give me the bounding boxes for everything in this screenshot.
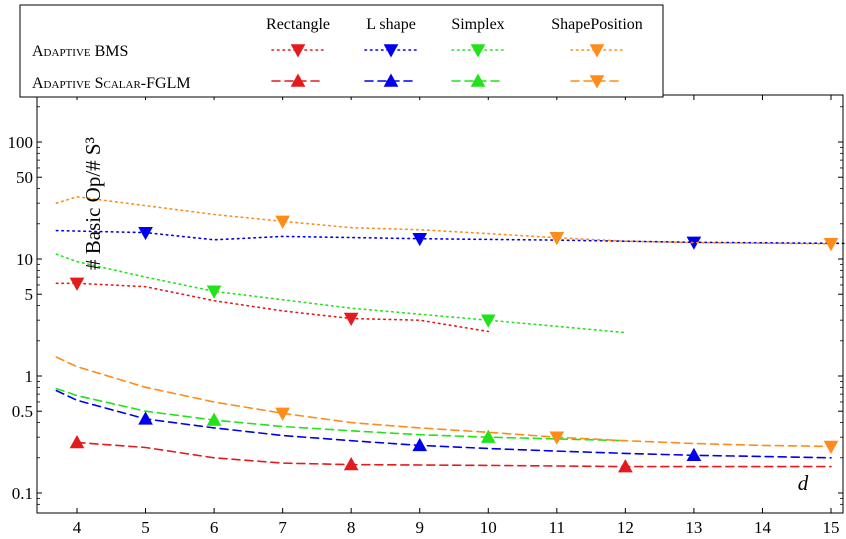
legend-sample: [364, 44, 418, 58]
legend: Rectangle L shape Simplex ShapePosition …: [19, 4, 664, 98]
series-line: [55, 356, 832, 448]
x-tick-label: 10: [480, 518, 497, 537]
data-point-marker: [69, 277, 85, 291]
legend-sample: [271, 44, 325, 58]
x-tick-label: 6: [210, 518, 219, 537]
x-tick-label: 13: [685, 518, 702, 537]
legend-samples: [271, 44, 624, 89]
series-adaptive-bms-rectangle: [55, 277, 490, 333]
x-axis: 4 5 6 7 8 9 10 11 12 13 14 15: [73, 95, 840, 537]
series-adaptive-scalar-fglm-l-shape: [55, 389, 832, 462]
data-point-marker: [412, 233, 428, 247]
legend-marker: [589, 75, 605, 89]
legend-marker: [589, 44, 605, 58]
series-adaptive-bms-shapeposition: [55, 195, 839, 252]
data-point-marker: [480, 314, 496, 328]
legend-sample: [271, 73, 325, 87]
plot-series-layer: [55, 195, 846, 473]
series-adaptive-bms-l-shape: [55, 226, 846, 250]
legend-row-adaptive-bms: Adaptive BMS: [32, 43, 128, 60]
y-tick-label: 0.1: [12, 484, 33, 503]
series-adaptive-scalar-fglm-shapeposition: [55, 356, 839, 454]
plot-area-frame: [36, 94, 844, 514]
y-tick-label: 50: [16, 168, 33, 187]
x-tick-label: 8: [347, 518, 356, 537]
data-point-marker: [69, 435, 85, 449]
legend-column-simplex: Simplex: [451, 16, 504, 33]
data-point-marker: [480, 429, 496, 443]
data-point-marker: [549, 232, 565, 246]
series-line: [55, 253, 627, 334]
series-adaptive-bms-simplex: [55, 253, 627, 334]
legend-marker: [470, 44, 486, 58]
legend-sample: [570, 44, 624, 58]
data-point-marker: [549, 431, 565, 445]
x-tick-label: 9: [415, 518, 424, 537]
y-tick-label: 10: [16, 250, 33, 269]
data-point-marker: [275, 407, 290, 421]
legend-marker: [290, 73, 306, 87]
data-point-marker: [138, 411, 153, 425]
legend-sample: [451, 73, 505, 87]
y-axis-label: # Basic Op/# S³: [81, 137, 105, 270]
series-adaptive-scalar-fglm-rectangle: [69, 435, 832, 473]
y-tick-label: 100: [8, 133, 34, 152]
y-axis: 0.1 0.5 1 5 10 50 100: [8, 106, 843, 505]
x-tick-label: 4: [73, 518, 82, 537]
x-tick-label: 14: [754, 518, 772, 537]
data-point-marker: [823, 238, 839, 252]
data-point-marker: [343, 457, 359, 471]
data-point-marker: [823, 440, 839, 454]
y-tick-label: 1: [25, 367, 34, 386]
legend-marker: [290, 44, 306, 58]
series-line: [55, 229, 846, 245]
x-tick-label: 7: [278, 518, 287, 537]
data-point-marker: [618, 459, 633, 473]
y-tick-label: 5: [25, 285, 34, 304]
legend-column-rectangle: Rectangle: [266, 16, 330, 33]
data-point-marker: [686, 447, 702, 462]
x-tick-label: 12: [617, 518, 634, 537]
data-point-marker: [206, 285, 222, 299]
data-point-marker: [206, 412, 222, 426]
legend-marker: [383, 73, 399, 87]
series-line: [55, 282, 490, 333]
series-line: [76, 441, 832, 468]
series-line: [55, 387, 627, 442]
legend-column-l-shape: L shape: [366, 16, 416, 33]
x-tick-label: 15: [823, 518, 840, 537]
x-tick-label: 11: [549, 518, 565, 537]
legend-sample: [570, 75, 624, 89]
series-line: [55, 195, 832, 245]
legend-marker: [383, 44, 399, 58]
legend-row-adaptive-scalar-fglm: Adaptive Scalar-FGLM: [32, 75, 191, 92]
series-line: [55, 389, 832, 459]
data-point-marker: [138, 226, 153, 241]
legend-sample: [451, 44, 505, 58]
data-point-marker: [412, 437, 428, 452]
legend-marker: [470, 73, 486, 87]
legend-frame: [19, 4, 664, 98]
legend-column-shapeposition: ShapePosition: [551, 16, 643, 33]
data-point-marker: [343, 312, 359, 327]
legend-sample: [364, 73, 418, 87]
x-axis-label: d: [798, 471, 809, 495]
series-adaptive-scalar-fglm-simplex: [55, 387, 627, 443]
data-point-marker: [275, 215, 290, 229]
x-tick-label: 5: [141, 518, 150, 537]
y-tick-label: 0.5: [12, 402, 33, 421]
